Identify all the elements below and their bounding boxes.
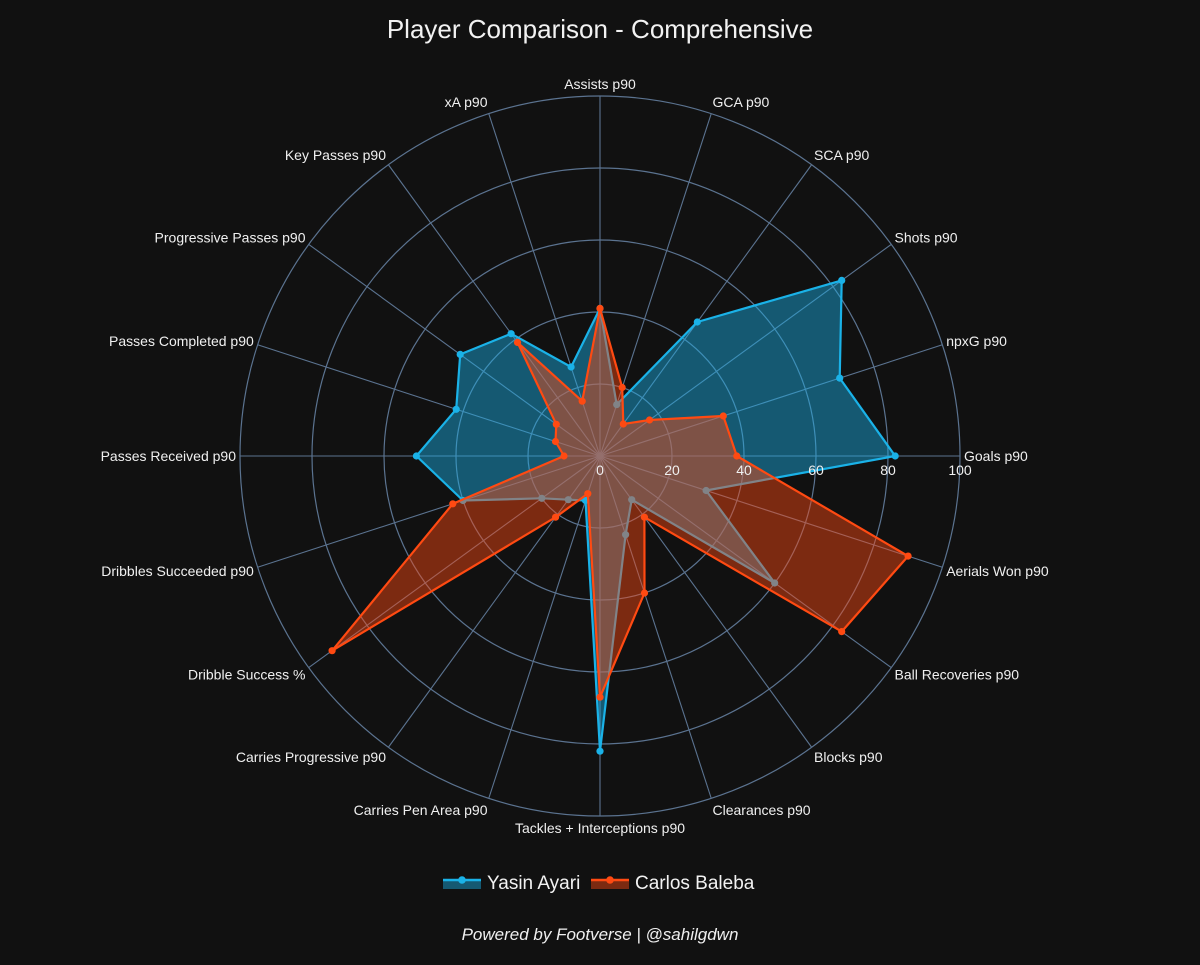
series-1	[328, 304, 912, 701]
data-point-0-0	[891, 452, 899, 460]
axis-label-3: SCA p90	[814, 147, 869, 163]
legend-marker-0	[458, 876, 466, 884]
axis-label-13: Carries Progressive p90	[236, 749, 386, 765]
data-point-1-1	[719, 412, 727, 420]
axis-labels: Goals p90 npxG p90 Shots p90 SCA p90 GCA p90…	[101, 76, 1049, 836]
axis-label-11: Dribbles Succeeded p90	[101, 563, 254, 579]
axis-label-19: Aerials Won p90	[946, 563, 1049, 579]
axis-label-14: Carries Pen Area p90	[354, 802, 488, 818]
data-point-1-9	[551, 437, 560, 446]
data-point-0-1	[836, 374, 844, 382]
radial-tick-label-2: 40	[736, 462, 752, 478]
axis-label-5: Assists p90	[564, 76, 636, 92]
data-point-1-19	[904, 552, 912, 560]
data-point-1-0	[733, 452, 741, 460]
data-point-1-2	[645, 416, 654, 424]
axis-label-1: npxG p90	[946, 333, 1007, 349]
data-point-0-16	[622, 531, 630, 539]
grid-spoke-7	[387, 164, 601, 457]
axis-label-18: Ball Recoveries p90	[895, 667, 1020, 683]
grid-spoke-19	[599, 455, 943, 568]
data-point-0-7	[507, 330, 515, 338]
axis-label-10: Passes Received p90	[101, 448, 237, 464]
axis-label-17: Blocks p90	[814, 749, 883, 765]
radial-tick-label-5: 100	[948, 462, 972, 478]
data-point-1-15	[596, 693, 604, 701]
grid-spoke-4	[599, 113, 712, 457]
axis-label-8: Progressive Passes p90	[155, 229, 306, 245]
axis-label-2: Shots p90	[895, 229, 958, 245]
data-point-1-5	[596, 304, 604, 312]
grid-spoke-16	[599, 455, 712, 799]
data-point-1-16	[640, 589, 649, 597]
radar-series-group	[328, 276, 912, 755]
data-point-0-8	[456, 350, 464, 358]
axis-label-16: Clearances p90	[713, 802, 811, 818]
data-point-1-11	[449, 500, 457, 508]
data-point-0-6	[567, 363, 575, 371]
data-point-1-8	[552, 420, 560, 428]
legend-marker-1	[606, 876, 614, 884]
grid-spoke-8	[308, 243, 601, 457]
grid-spoke-12	[308, 455, 601, 669]
legend: Yasin Ayari Carlos Baleba	[443, 873, 755, 894]
data-point-0-2	[838, 276, 846, 284]
data-point-1-13	[552, 513, 560, 521]
axis-label-6: xA p90	[445, 94, 488, 110]
data-point-0-3	[693, 318, 701, 326]
data-point-0-17	[628, 496, 636, 504]
data-point-0-19	[702, 486, 710, 495]
footer-credit: Powered by Footverse | @sahilgdwn	[462, 925, 739, 944]
legend-item-1: Carlos Baleba	[591, 873, 755, 894]
data-point-0-18	[771, 579, 779, 587]
legend-swatch-0	[443, 880, 481, 889]
radial-tick-label-4: 80	[880, 462, 896, 478]
grid-spoke-13	[387, 455, 601, 748]
legend-label-1: Carlos Baleba	[635, 873, 755, 894]
axis-label-12: Dribble Success %	[188, 667, 306, 683]
data-point-1-14	[584, 490, 592, 498]
data-point-1-10	[560, 452, 568, 460]
data-point-0-10	[412, 452, 420, 460]
data-point-1-17	[640, 513, 649, 521]
radial-tick-label-1: 20	[664, 462, 680, 478]
axis-label-0: Goals p90	[964, 448, 1028, 464]
radial-ticks: 0 20 40 60 80 100	[596, 462, 972, 478]
grid-spoke-1	[599, 344, 943, 457]
axis-label-4: GCA p90	[713, 94, 770, 110]
data-point-0-15	[596, 747, 604, 755]
data-point-1-12	[328, 647, 336, 655]
data-point-1-18	[838, 628, 846, 636]
radial-tick-label-3: 60	[808, 462, 824, 478]
data-point-1-4	[618, 383, 626, 392]
grid-spoke-14	[488, 455, 601, 799]
data-point-0-12	[538, 494, 546, 502]
grid-spoke-17	[599, 455, 813, 748]
legend-label-0: Yasin Ayari	[487, 873, 580, 894]
axis-label-15: Tackles + Interceptions p90	[515, 820, 685, 836]
data-point-0-4	[613, 401, 621, 409]
grid-spoke-9	[257, 344, 601, 457]
grid-spoke-3	[599, 164, 813, 457]
data-point-0-9	[452, 405, 460, 413]
legend-swatch-1	[591, 880, 629, 889]
data-point-0-13	[564, 496, 572, 504]
axis-label-7: Key Passes p90	[285, 147, 386, 163]
axis-label-9: Passes Completed p90	[109, 333, 254, 349]
chart-title: Player Comparison - Comprehensive	[387, 14, 813, 44]
radial-tick-label-0: 0	[596, 462, 604, 478]
grid-spoke-11	[257, 455, 601, 568]
data-point-1-3	[619, 420, 627, 428]
data-point-1-6	[578, 397, 586, 405]
data-point-1-7	[513, 338, 522, 346]
legend-item-0: Yasin Ayari	[443, 873, 580, 894]
